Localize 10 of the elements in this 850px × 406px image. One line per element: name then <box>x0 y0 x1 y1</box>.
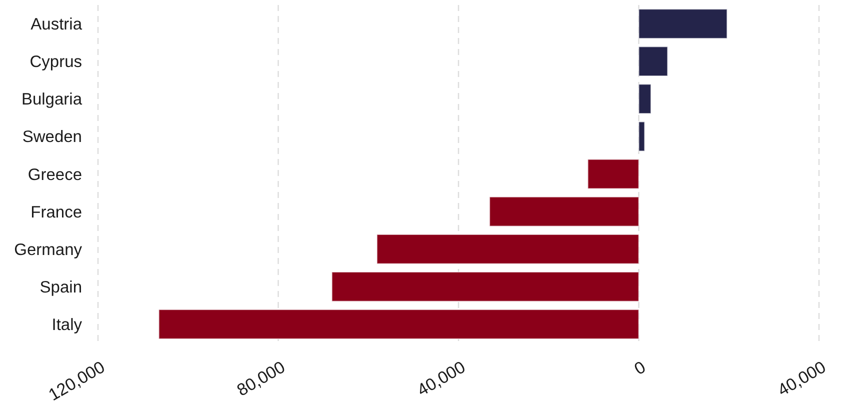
y-tick-label: Sweden <box>22 128 82 146</box>
y-tick-label: Italy <box>52 316 83 334</box>
y-tick-label: Greece <box>28 166 82 184</box>
y-tick-label: Cyprus <box>30 53 82 72</box>
x-tick-label: 0 <box>631 357 649 379</box>
y-tick-label: Germany <box>14 240 83 259</box>
y-tick-label: Austria <box>30 16 83 34</box>
y-tick-label: Bulgaria <box>21 90 83 109</box>
y-tick-label: France <box>30 203 82 222</box>
y-tick-label: Spain <box>40 278 82 296</box>
